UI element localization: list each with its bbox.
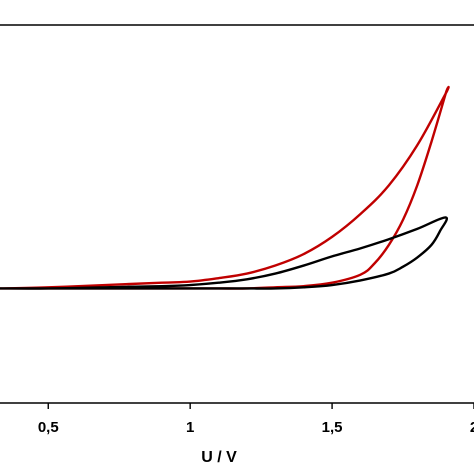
x-tick-label: 0,5	[38, 419, 59, 436]
black-voltammogram-curve	[0, 216, 449, 290]
x-tick-label: 2	[470, 419, 474, 436]
red-voltammogram-curve	[0, 85, 450, 290]
x-tick-label: 1,5	[322, 419, 343, 436]
x-tick-label: 1	[186, 419, 194, 436]
series-layer	[0, 85, 450, 290]
x-axis-title: U / V	[201, 449, 237, 466]
x-axis-ticks: 0,5 1 1,5 2	[38, 403, 474, 436]
